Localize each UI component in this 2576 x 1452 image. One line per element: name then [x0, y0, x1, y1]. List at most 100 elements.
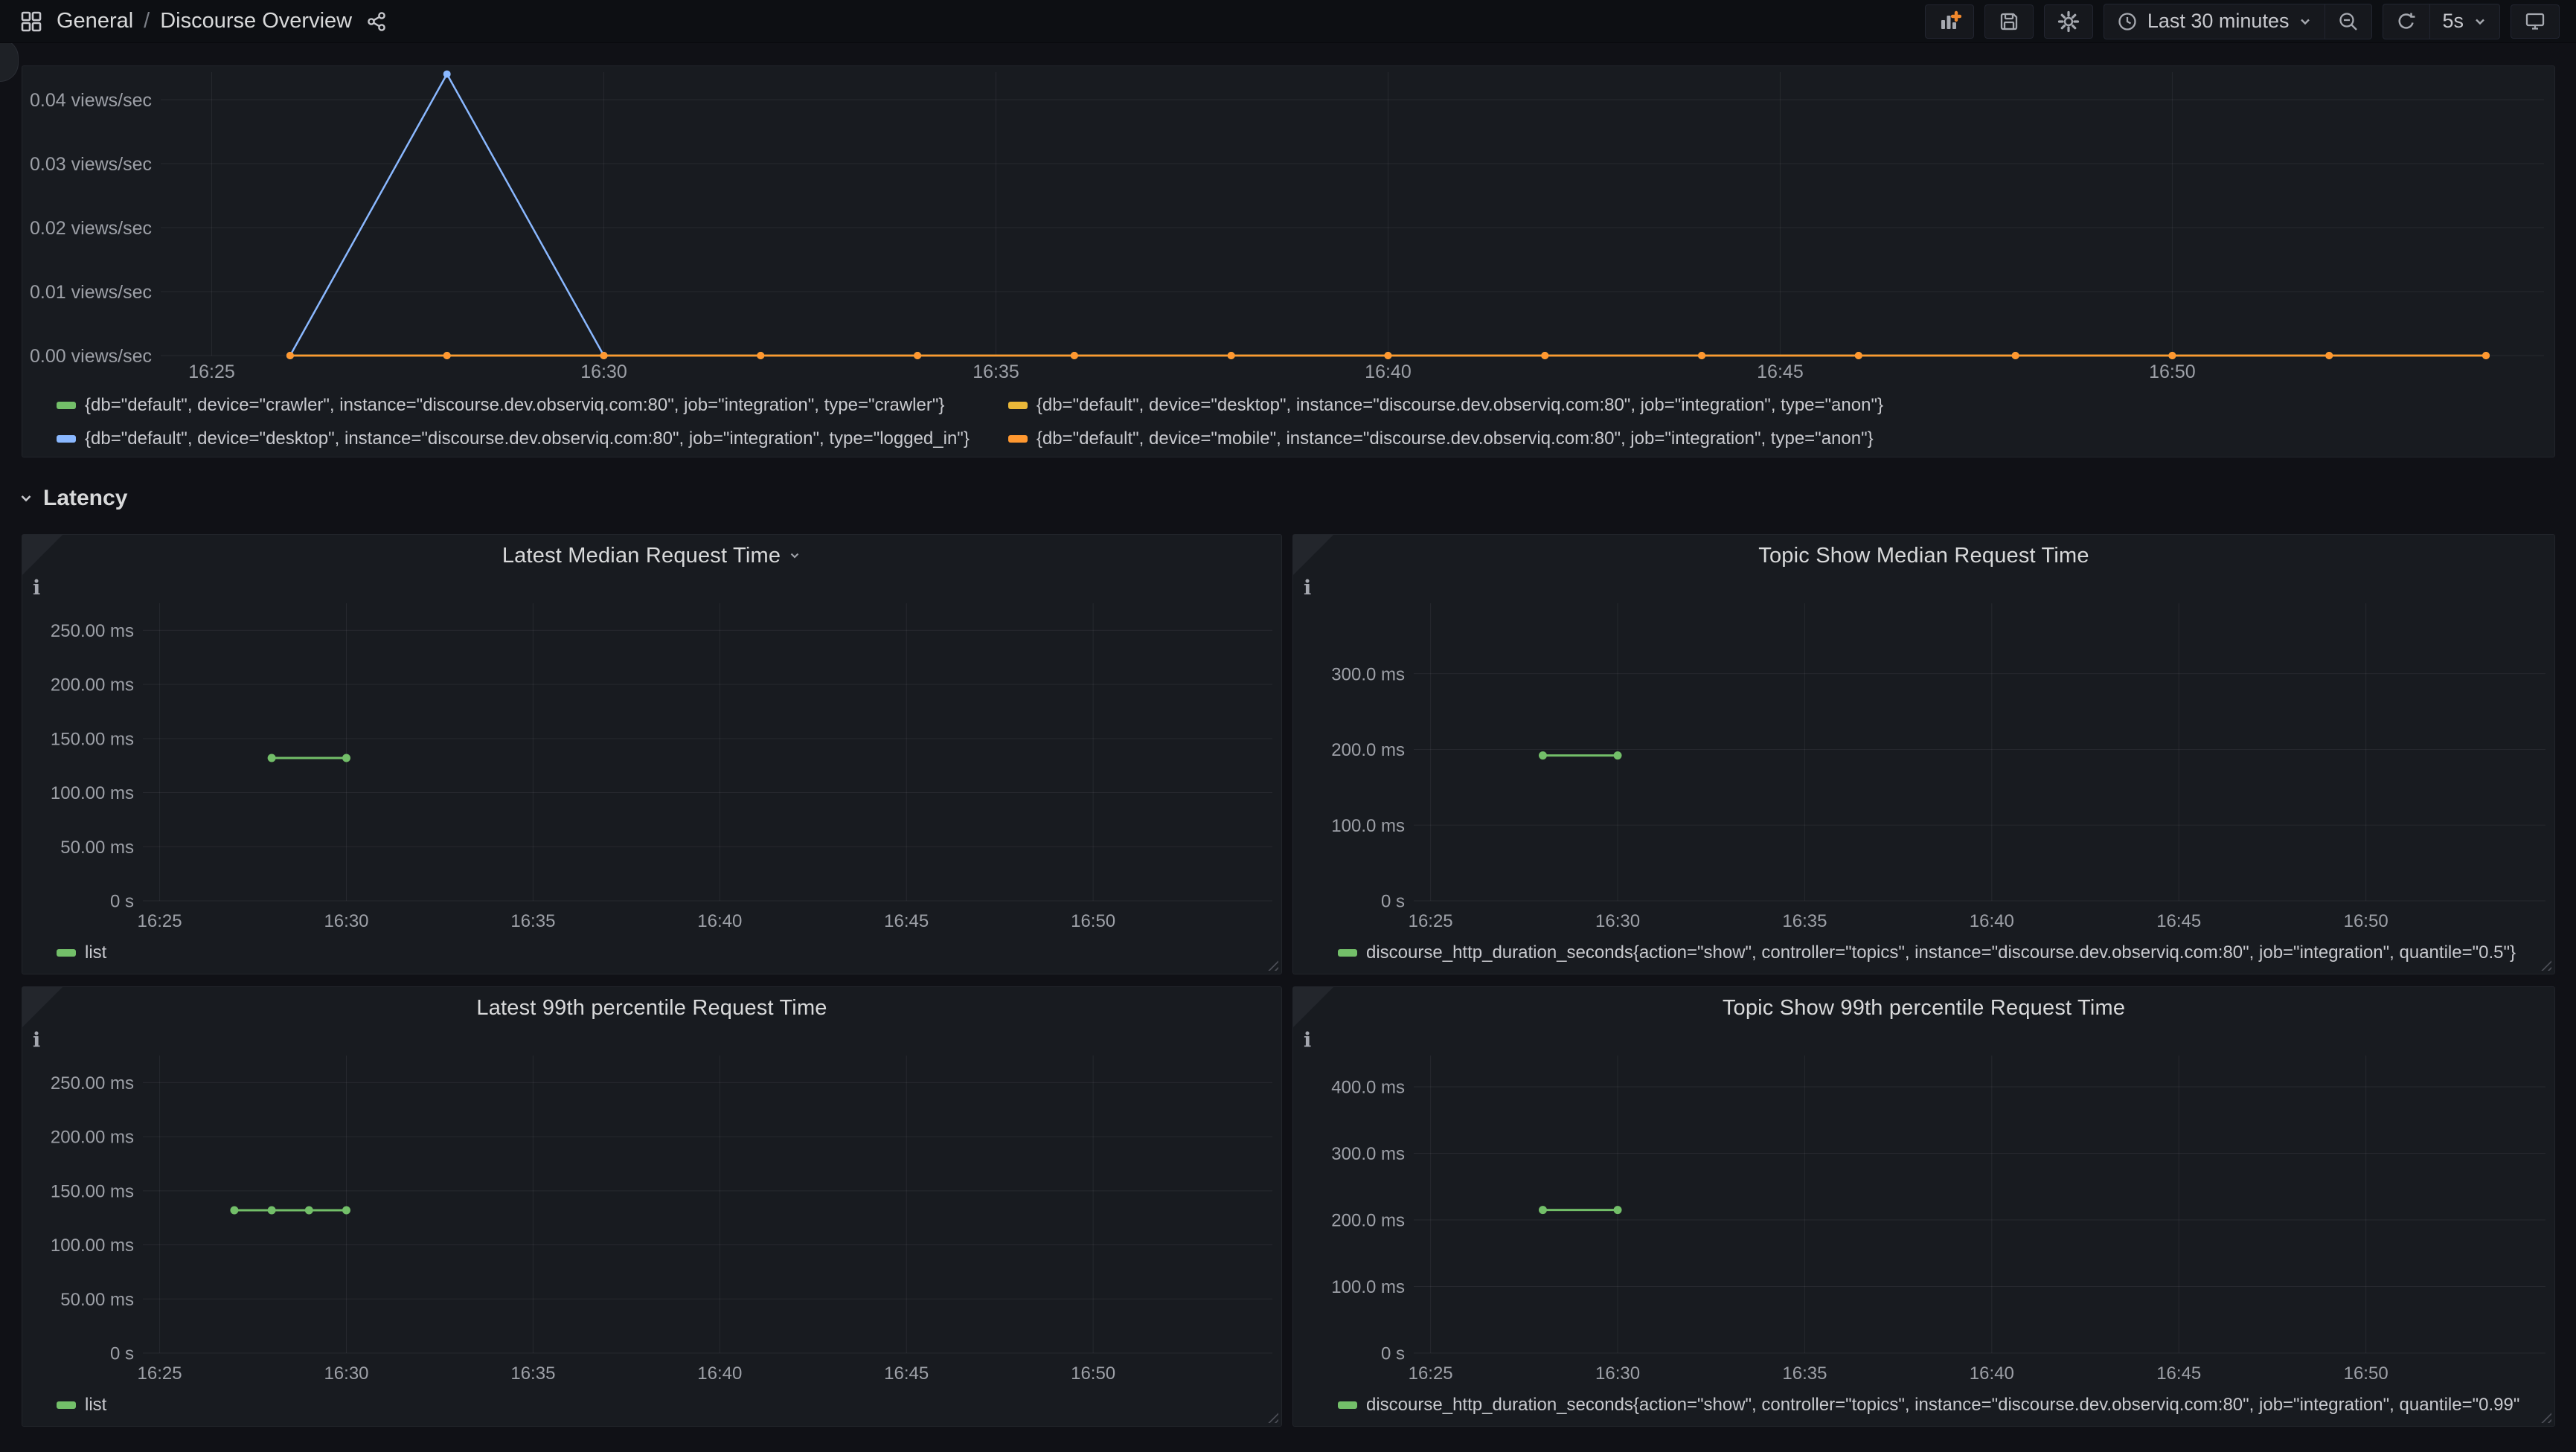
dashboard-settings-button[interactable] — [2044, 4, 2093, 39]
grafana-dashboard: { "navbar": { "breadcrumb": {"section": … — [0, 0, 2576, 1452]
data-point — [1698, 352, 1705, 359]
y-tick-label: 0.03 views/sec — [30, 154, 152, 175]
cycle-view-mode-button[interactable] — [2511, 4, 2560, 39]
legend-item[interactable]: {db="default", device="crawler", instanc… — [57, 395, 970, 416]
data-point — [1539, 751, 1547, 759]
panel-resize-handle[interactable] — [1268, 1413, 1278, 1423]
refresh-interval-button[interactable]: 5s — [2430, 4, 2499, 39]
panel-header[interactable]: Latest 99th percentile Request Time — [22, 987, 1281, 1029]
breadcrumb-dashboard-name[interactable]: Discourse Overview — [160, 9, 352, 33]
panel-header[interactable]: Latest Median Request Time — [22, 535, 1281, 576]
x-tick-label: 16:45 — [884, 911, 929, 931]
x-tick-label: 16:30 — [324, 1363, 368, 1384]
refresh-button[interactable] — [2383, 4, 2429, 39]
x-tick-label: 16:40 — [1970, 1363, 2014, 1384]
y-tick-label: 150.00 ms — [51, 1181, 134, 1201]
time-range-button[interactable]: Last 30 minutes — [2104, 4, 2325, 39]
dashboards-grid-icon[interactable] — [19, 10, 43, 33]
x-tick-label: 16:25 — [138, 1363, 182, 1384]
panel-title: Latest Median Request Time — [502, 544, 781, 568]
data-point — [1071, 352, 1078, 359]
data-point — [2325, 352, 2333, 359]
y-tick-label: 0.02 views/sec — [30, 218, 152, 239]
x-tick-label: 16:35 — [1782, 911, 1827, 931]
latest-99th-chart: 16:2516:3016:3516:4016:4516:500 s50.00 m… — [22, 987, 1281, 1392]
legend-item[interactable]: list — [57, 1395, 106, 1416]
y-tick-label: 100.0 ms — [1331, 816, 1405, 836]
legend-item[interactable]: {db="default", device="mobile", instance… — [1008, 428, 1883, 449]
legend-label: {db="default", device="desktop", instanc… — [85, 428, 970, 449]
legend-swatch-icon — [1008, 402, 1028, 409]
latency-section-toggle[interactable]: Latency — [18, 482, 127, 515]
x-tick-label: 16:45 — [1757, 362, 1804, 382]
x-tick-label: 16:50 — [2344, 911, 2388, 931]
y-tick-label: 50.00 ms — [60, 1290, 134, 1310]
panel-page-views: 16:2516:3016:3516:4016:4516:500.00 views… — [22, 65, 2555, 457]
y-tick-label: 400.0 ms — [1331, 1078, 1405, 1098]
x-tick-label: 16:50 — [2149, 362, 2196, 382]
data-point — [1384, 352, 1391, 359]
panel-title: Latest 99th percentile Request Time — [476, 996, 827, 1021]
y-tick-label: 200.0 ms — [1331, 740, 1405, 760]
sidebar-toggle-handle[interactable] — [0, 39, 19, 82]
info-icon: i — [33, 1030, 40, 1050]
legend-swatch-icon — [57, 402, 76, 409]
panel-menu-chevron-icon[interactable] — [788, 549, 801, 562]
y-tick-label: 100.00 ms — [51, 783, 134, 803]
navbar: General / Discourse Overview — [0, 0, 2576, 43]
topic-median-chart: 16:2516:3016:3516:4016:4516:500 s100.0 m… — [1293, 535, 2554, 940]
y-tick-label: 250.00 ms — [51, 621, 134, 641]
x-tick-label: 16:25 — [188, 362, 235, 382]
zoom-out-time-button[interactable] — [2325, 4, 2371, 39]
y-tick-label: 0 s — [110, 1344, 134, 1364]
refresh-interval-label: 5s — [2442, 10, 2464, 33]
legend-item[interactable]: discourse_http_duration_seconds{action="… — [1338, 942, 2516, 963]
y-tick-label: 0.01 views/sec — [30, 282, 152, 303]
refresh-icon — [2395, 10, 2418, 33]
latest-median-chart: 16:2516:3016:3516:4016:4516:500 s50.00 m… — [22, 535, 1281, 940]
panel-header[interactable]: Topic Show Median Request Time — [1293, 535, 2554, 576]
data-point — [757, 352, 764, 359]
y-tick-label: 250.00 ms — [51, 1073, 134, 1093]
panel-topic-show-median-request-time: i Topic Show Median Request Time 16:2516… — [1292, 534, 2555, 974]
info-icon: i — [33, 578, 40, 598]
y-tick-label: 50.00 ms — [60, 838, 134, 858]
share-icon[interactable] — [365, 10, 388, 33]
panel-resize-handle[interactable] — [2541, 1413, 2551, 1423]
save-dashboard-button[interactable] — [1984, 4, 2034, 39]
chevron-down-icon — [2473, 14, 2487, 29]
legend-label: list — [85, 1395, 106, 1416]
data-point — [268, 1207, 276, 1215]
x-tick-label: 16:35 — [510, 1363, 555, 1384]
data-point — [342, 754, 350, 762]
data-point — [286, 352, 294, 359]
legend-swatch-icon — [1338, 949, 1357, 957]
x-tick-label: 16:40 — [1970, 911, 2014, 931]
legend-label: {db="default", device="desktop", instanc… — [1037, 395, 1883, 416]
data-point — [1539, 1206, 1547, 1214]
legend-item[interactable]: {db="default", device="desktop", instanc… — [1008, 395, 1883, 416]
panel-legend: list — [57, 1395, 106, 1416]
x-tick-label: 16:50 — [2344, 1363, 2388, 1384]
data-point — [268, 754, 276, 762]
panel-legend: discourse_http_duration_seconds{action="… — [1338, 1395, 2519, 1416]
panel-header[interactable]: Topic Show 99th percentile Request Time — [1293, 987, 2554, 1029]
panel-legend: list — [57, 942, 106, 963]
panel-resize-handle[interactable] — [1268, 960, 1278, 971]
breadcrumb-section[interactable]: General — [57, 9, 133, 33]
topic-99th-chart: 16:2516:3016:3516:4016:4516:500 s100.0 m… — [1293, 987, 2554, 1392]
tv-icon — [2523, 10, 2547, 33]
x-tick-label: 16:45 — [2156, 1363, 2201, 1384]
breadcrumb: General / Discourse Overview — [57, 9, 352, 33]
legend-item[interactable]: list — [57, 942, 106, 963]
legend-item[interactable]: discourse_http_duration_seconds{action="… — [1338, 1395, 2519, 1416]
panel-topic-show-99th-percentile-request-time: i Topic Show 99th percentile Request Tim… — [1292, 986, 2555, 1427]
x-tick-label: 16:25 — [138, 911, 182, 931]
legend-item[interactable]: {db="default", device="desktop", instanc… — [57, 428, 970, 449]
data-point — [443, 352, 451, 359]
data-point — [1614, 1206, 1622, 1214]
legend-swatch-icon — [57, 435, 76, 443]
add-panel-button[interactable] — [1925, 4, 1974, 39]
panel-resize-handle[interactable] — [2541, 960, 2551, 971]
navbar-left: General / Discourse Overview — [19, 9, 388, 33]
